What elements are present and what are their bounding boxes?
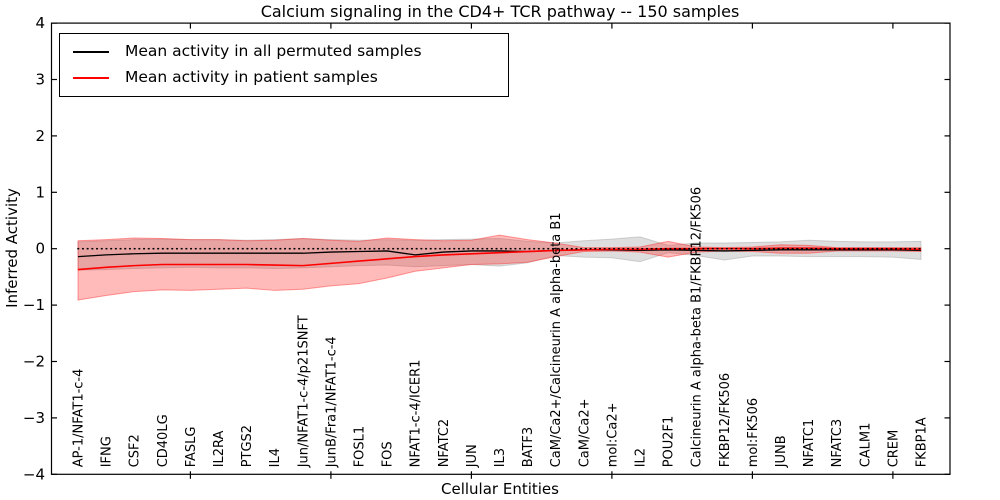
y-tick-label: 2 [35,127,45,145]
x-category-label: CaM/Ca2+/Calcineurin A alpha-beta B1 [549,212,564,467]
y-axis-label: Inferred Activity [3,188,21,308]
x-axis-label: Cellular Entities [441,480,559,498]
permuted-line-swatch [73,51,109,54]
x-category-label: POU2F1 [662,416,677,468]
legend-entry-patient: Mean activity in patient samples [60,70,508,86]
patient-line-swatch [73,76,109,79]
x-category-label: NFATC2 [437,419,452,467]
x-category-label: FASLG [184,427,199,468]
x-category-label: IL2RA [212,430,227,467]
x-category-label: CaM/Ca2+ [577,398,592,467]
y-tick-label: −3 [23,409,45,427]
x-category-label: FOS [381,441,396,467]
x-category-label: NFAT1-c-4/ICER1 [409,360,424,468]
x-category-label: NFATC3 [830,419,845,467]
x-category-label: mol:Ca2+ [605,402,620,467]
x-category-label: CREM [886,430,901,468]
x-category-label: NFATC1 [802,419,817,467]
x-category-label: CALM1 [858,423,873,468]
x-category-label: IL2 [634,448,649,467]
y-tick-label: −1 [23,296,45,314]
x-category-label: CD40LG [156,414,171,467]
x-category-label: Jun/NFAT1-c-4/p21SNFT [296,315,311,468]
x-category-label: IFNG [100,436,115,467]
x-category-label: AP-1/NFAT1-c-4 [72,369,87,468]
y-tick-label: 4 [35,14,45,32]
x-category-label: CSF2 [128,434,143,467]
x-category-label: FOSL1 [353,426,368,467]
x-category-label: JUNB [774,435,789,468]
x-category-label: FKBP12/FK506 [718,373,733,468]
patient-samples-band [77,234,922,301]
permuted-mean-line [77,249,922,258]
chart-title: Calcium signaling in the CD4+ TCR pathwa… [260,2,740,21]
permuted-samples-band [77,236,922,271]
x-category-label: BATF3 [521,427,536,468]
x-category-label: mol:FK506 [746,398,761,467]
y-tick-label: 1 [35,183,45,201]
legend-entry-permuted: Mean activity in all permuted samples [60,44,508,60]
y-tick-label: 3 [35,71,45,89]
x-category-label: JunB/Fra1/NFAT1-c-4 [324,336,339,468]
legend-label-patient: Mean activity in patient samples [125,68,378,87]
legend-label-permuted: Mean activity in all permuted samples [125,42,422,61]
x-category-label: IL4 [268,448,283,467]
x-category-label: FKBP1A [915,417,930,467]
x-category-label: Calcineurin A alpha-beta B1/FKBP12/FK506 [690,187,705,467]
x-category-label: IL3 [493,448,508,467]
y-tick-label: −2 [23,353,45,371]
x-category-label: JUN [465,444,480,468]
legend: Mean activity in all permuted samples Me… [59,33,509,97]
y-tick-label: −4 [23,465,45,483]
patient-mean-line [77,247,922,271]
x-category-label: PTGS2 [240,425,255,467]
y-tick-label: 0 [35,240,45,258]
